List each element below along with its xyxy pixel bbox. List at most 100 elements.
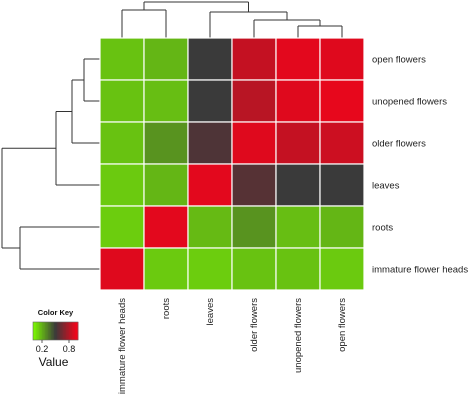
heatmap-cell <box>143 79 189 123</box>
heatmap-cell <box>99 247 145 291</box>
heatmap-cell <box>231 37 277 81</box>
color-key-tick-label: 0.2 <box>36 344 49 354</box>
color-key-swatch <box>51 322 53 340</box>
row-dendrogram-branch <box>71 79 100 144</box>
heatmap-cell <box>187 37 233 81</box>
color-key-swatch <box>76 322 79 340</box>
color-key-swatch <box>58 322 61 340</box>
color-key-swatch <box>73 322 76 340</box>
heatmap-cell <box>231 121 277 165</box>
color-key-swatch <box>42 322 44 340</box>
column-label: immature flower heads <box>117 298 128 394</box>
heatmap-cell <box>187 121 233 165</box>
column-dendrogram-branch <box>143 1 249 12</box>
heatmap-cell <box>99 37 145 81</box>
color-key-swatch <box>33 322 35 340</box>
row-dendrogram-branch <box>19 226 100 270</box>
heatmap-cell <box>275 247 321 291</box>
color-key-swatch <box>69 322 71 340</box>
row-label: leaves <box>372 181 400 192</box>
column-label: open flowers <box>337 298 348 352</box>
heatmap-cell <box>319 163 365 207</box>
column-dendrogram-branch <box>253 19 321 38</box>
color-key-label: Value <box>39 355 69 369</box>
color-key-swatch <box>61 322 64 340</box>
heatmap-cell <box>99 205 145 249</box>
heatmap-cell <box>275 79 321 123</box>
color-key-swatch <box>57 322 59 340</box>
heatmap-cell <box>319 37 365 81</box>
heatmap-cell <box>231 163 277 207</box>
row-dendrogram-branch <box>1 147 56 249</box>
heatmap-cell <box>143 205 189 249</box>
color-key-swatch <box>75 322 77 340</box>
heatmap-cell <box>319 247 365 291</box>
color-key-swatch <box>72 322 74 340</box>
color-key-swatch <box>54 322 56 340</box>
column-dendrogram-branch <box>297 25 343 38</box>
heatmap-cells <box>99 37 365 291</box>
heatmap-cell <box>99 79 145 123</box>
color-key-frame <box>32 321 79 341</box>
column-label: leaves <box>205 298 216 326</box>
color-key-swatch <box>45 322 47 340</box>
heatmap-cell <box>275 205 321 249</box>
row-label: immature flower heads <box>372 265 468 276</box>
color-key-swatch <box>55 322 58 340</box>
row-dendrogram-branch <box>83 58 100 102</box>
heatmap-cell <box>275 121 321 165</box>
color-key-swatch <box>64 322 67 340</box>
row-label: older flowers <box>372 139 426 150</box>
row-label: roots <box>372 223 393 234</box>
row-label: unopened flowers <box>372 97 447 108</box>
color-key-swatch <box>52 322 55 340</box>
heatmap-cell <box>187 163 233 207</box>
color-key-swatch <box>43 322 46 340</box>
heatmap-cell <box>319 79 365 123</box>
heatmap-cell <box>275 163 321 207</box>
color-key-tick-label: 0.8 <box>63 344 76 354</box>
heatmap-cell <box>99 163 145 207</box>
heatmap-cell <box>187 247 233 291</box>
row-dendrogram <box>1 58 100 270</box>
row-dendrogram-branch <box>55 111 100 186</box>
color-key-title: Color Key <box>38 308 74 317</box>
color-key-swatch <box>40 322 43 340</box>
row-labels: open flowers unopened flowers older flower… <box>372 55 468 276</box>
heatmap-cell <box>187 205 233 249</box>
column-dendrogram-branch <box>121 9 167 38</box>
color-key-swatch <box>34 322 37 340</box>
color-key-swatch <box>70 322 73 340</box>
heatmap-cell <box>143 37 189 81</box>
heatmap-cell <box>319 121 365 165</box>
heatmap-cell <box>275 37 321 81</box>
color-key-swatch <box>60 322 62 340</box>
row-label: open flowers <box>372 55 426 66</box>
heatmap-cell <box>143 121 189 165</box>
column-label: roots <box>161 298 172 319</box>
column-label: older flowers <box>249 298 260 352</box>
heatmap-cell <box>231 79 277 123</box>
column-dendrogram <box>121 1 343 38</box>
color-key-swatch <box>39 322 41 340</box>
column-label: unopened flowers <box>293 298 304 373</box>
color-key-swatch <box>46 322 49 340</box>
color-key-swatch <box>49 322 52 340</box>
heatmap-cell <box>187 79 233 123</box>
color-key-swatch <box>66 322 68 340</box>
heatmap-cell <box>319 205 365 249</box>
column-dendrogram-branch <box>209 11 288 38</box>
column-labels: immature flower heads roots leaves older fl… <box>117 298 348 394</box>
heatmap-cell <box>231 205 277 249</box>
color-key-swatch <box>36 322 38 340</box>
heatmap-cell <box>99 121 145 165</box>
heatmap-cell <box>143 163 189 207</box>
color-key-swatch <box>48 322 50 340</box>
color-key-swatch <box>37 322 40 340</box>
heatmap-cell <box>143 247 189 291</box>
color-key-swatch <box>67 322 70 340</box>
color-key-swatch <box>63 322 65 340</box>
heatmap-cell <box>231 247 277 291</box>
